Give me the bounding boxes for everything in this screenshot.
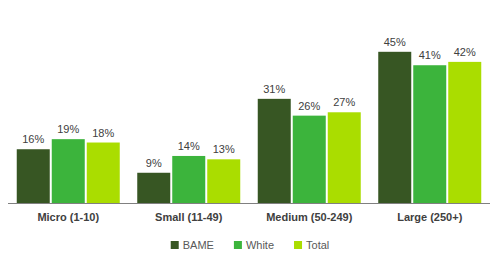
data-label: 45%	[384, 36, 406, 48]
bar	[293, 116, 326, 203]
data-labels: 16% 9% 31% 45% 19% 14% 26% 41% 18% 13% 27% 42%	[22, 36, 476, 169]
bar	[378, 52, 411, 203]
data-label: 14%	[178, 140, 200, 152]
legend-swatch	[171, 241, 179, 249]
data-label: 16%	[22, 133, 44, 145]
legend-label: White	[246, 239, 274, 251]
data-label: 27%	[333, 96, 355, 108]
legend-swatch	[234, 241, 242, 249]
data-label: 19%	[57, 123, 79, 135]
data-label: 18%	[92, 127, 114, 139]
bars	[17, 52, 482, 203]
data-label: 41%	[419, 49, 441, 61]
legend-swatch	[294, 241, 302, 249]
x-tick-label: Medium (50-249)	[266, 211, 353, 223]
bar	[207, 159, 240, 203]
x-tick-label: Micro (1-10)	[37, 211, 99, 223]
legend-label: Total	[306, 239, 329, 251]
bar	[87, 143, 120, 203]
bar	[328, 112, 361, 203]
legend-item: Total	[294, 239, 329, 251]
x-tick-label: Small (11-49)	[155, 211, 223, 223]
legend-label: BAME	[183, 239, 214, 251]
x-tick-label: Large (250+)	[397, 211, 462, 223]
data-label: 31%	[263, 83, 285, 95]
bar	[137, 173, 170, 203]
bar	[172, 156, 205, 203]
legend-item: White	[234, 239, 274, 251]
x-axis-line	[8, 203, 490, 204]
bar	[52, 139, 85, 203]
bar	[448, 62, 481, 203]
data-label: 13%	[213, 143, 235, 155]
chart-svg: 16% 9% 31% 45% 19% 14% 26% 41% 18% 13% 27% 42% Micro…	[0, 0, 500, 267]
chart-container: 16% 9% 31% 45% 19% 14% 26% 41% 18% 13% 27% 42% Micro…	[0, 0, 500, 267]
bar	[258, 99, 291, 203]
legend: BAME White Total	[171, 239, 330, 251]
legend-item: BAME	[171, 239, 214, 251]
data-label: 26%	[298, 100, 320, 112]
bar	[17, 149, 50, 203]
bar	[413, 65, 446, 203]
data-label: 9%	[146, 157, 162, 169]
data-label: 42%	[454, 46, 476, 58]
